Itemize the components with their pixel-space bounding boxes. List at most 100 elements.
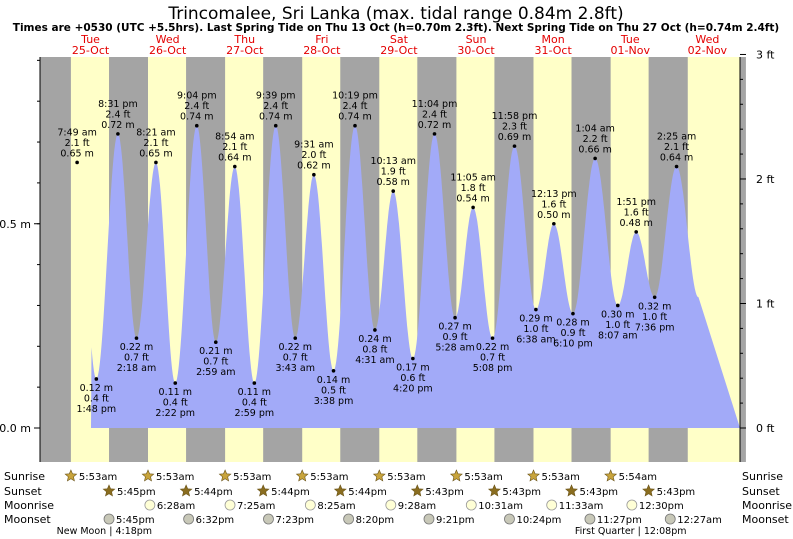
moonset-time: 11:27pm: [597, 515, 642, 526]
tide-label: 1.6 ft: [541, 199, 566, 210]
day-date: 26-Oct: [149, 44, 187, 57]
tide-label: 2.4 ft: [422, 109, 447, 120]
tide-label: 0.28 m: [556, 318, 589, 329]
tide-point: [213, 340, 218, 345]
tide-label: 2.4 ft: [105, 109, 130, 120]
tide-label: 0.74 m: [259, 112, 292, 123]
tide-label: 0.22 m: [279, 342, 312, 353]
tide-label: 0.72 m: [418, 120, 451, 131]
tide-label: 3:43 am: [276, 363, 315, 374]
tide-point: [411, 356, 415, 361]
tide-label: 2.1 ft: [143, 138, 168, 149]
moonrise-icon: [385, 499, 397, 511]
tide-label: 0.54 m: [456, 193, 489, 204]
sunset-time: 5:44pm: [194, 487, 233, 498]
tide-label: 10:19 pm: [332, 91, 378, 102]
tide-point: [232, 164, 237, 169]
moonset-icon: [664, 513, 676, 525]
sunset-icon: [333, 484, 347, 497]
day-date: 02-Nov: [688, 44, 728, 57]
tide-label: 3:38 pm: [314, 396, 354, 407]
chart-subtitle: Times are +0530 (UTC +5.5hrs). Last Spri…: [13, 22, 779, 34]
tide-label: 0.32 m: [638, 301, 671, 312]
day-name: Thu: [233, 33, 255, 46]
tide-label: 0.48 m: [619, 218, 652, 229]
tide-point: [194, 123, 199, 128]
tide-label: 9:39 pm: [256, 91, 296, 102]
tide-point: [615, 303, 620, 308]
tide-label: 0.9 ft: [560, 328, 585, 339]
tide-label: 2.3 ft: [502, 122, 527, 133]
sunrise-time: 5:53am: [156, 472, 194, 483]
tide-point: [353, 123, 357, 128]
tide-label: 0.4 ft: [84, 393, 109, 404]
day-date: 30-Oct: [457, 44, 495, 57]
tide-point: [273, 123, 278, 128]
sunrise-icon: [141, 469, 155, 482]
moonrise-icon: [626, 499, 638, 511]
tide-point: [252, 381, 257, 385]
tide-point: [512, 144, 517, 148]
tide-label: 0.7 ft: [480, 353, 505, 364]
moonset-icon: [263, 513, 274, 525]
moonset-icon: [584, 513, 596, 525]
sunset-icon: [256, 484, 270, 497]
tide-point: [471, 205, 475, 210]
sunrise-time: 5:53am: [464, 472, 502, 483]
day-date: 29-Oct: [380, 44, 418, 57]
sunset-time: 5:43pm: [580, 487, 619, 498]
sunset-time: 5:44pm: [271, 487, 310, 498]
tide-label: 2.4 ft: [263, 101, 288, 112]
tide-label: 0.72 m: [101, 120, 134, 131]
tide-point: [293, 336, 298, 340]
moonset-icon: [343, 513, 355, 525]
moonrise-icon: [304, 499, 316, 511]
tide-label: 0.11 m: [159, 387, 192, 398]
tide-label: 8:07 am: [598, 330, 637, 341]
tide-label: 0.74 m: [338, 112, 371, 123]
y-tick-label-right: 1 ft: [756, 297, 775, 310]
tide-label: 0.30 m: [601, 309, 634, 320]
tide-label: 7:49 am: [57, 127, 96, 138]
tide-label: 0.21 m: [199, 346, 232, 357]
tide-label: 0.64 m: [660, 153, 693, 164]
tide-point: [154, 160, 158, 165]
sunrise-time: 5:53am: [310, 472, 348, 483]
tide-label: 0.12 m: [80, 383, 113, 394]
tide-point: [453, 315, 457, 320]
sunset-time: 5:44pm: [348, 487, 387, 498]
tide-point: [552, 221, 556, 226]
row-label-sunset: Sunset: [4, 485, 42, 498]
moon-phase-label: New Moon | 4:18pm: [57, 526, 152, 537]
day-date: 31-Oct: [535, 44, 573, 57]
sunrise-icon: [64, 469, 78, 482]
tide-label: 0.6 ft: [400, 373, 425, 384]
tide-label: 1.0 ft: [642, 312, 667, 323]
moonrise-time: 9:28am: [398, 501, 436, 512]
tide-curve: [91, 125, 740, 428]
sunrise-time: 5:53am: [542, 472, 580, 483]
row-label-moonrise: Moonrise: [742, 499, 792, 512]
tide-label: 11:05 am: [450, 172, 495, 183]
tide-label: 0.17 m: [396, 363, 429, 374]
moonset-icon: [183, 513, 195, 525]
tide-label: 2.0 ft: [301, 150, 326, 161]
tide-label: 0.7 ft: [124, 353, 149, 364]
tide-point: [116, 132, 120, 136]
tide-label: 0.5 ft: [321, 385, 346, 396]
y-tick-label-right: 2 ft: [756, 173, 775, 186]
sunset-icon: [102, 484, 116, 497]
row-label-moonset: Moonset: [742, 513, 789, 526]
tide-point: [173, 381, 178, 385]
sunrise-icon: [295, 469, 309, 482]
tide-point: [373, 328, 377, 332]
tide-label: 2:59 pm: [235, 408, 275, 419]
tide-label: 1.6 ft: [624, 207, 649, 218]
sunset-icon: [179, 484, 193, 497]
day-date: 28-Oct: [303, 44, 341, 57]
tide-point: [593, 156, 597, 161]
day-date: 27-Oct: [226, 44, 264, 57]
tide-label: 0.50 m: [537, 210, 570, 221]
